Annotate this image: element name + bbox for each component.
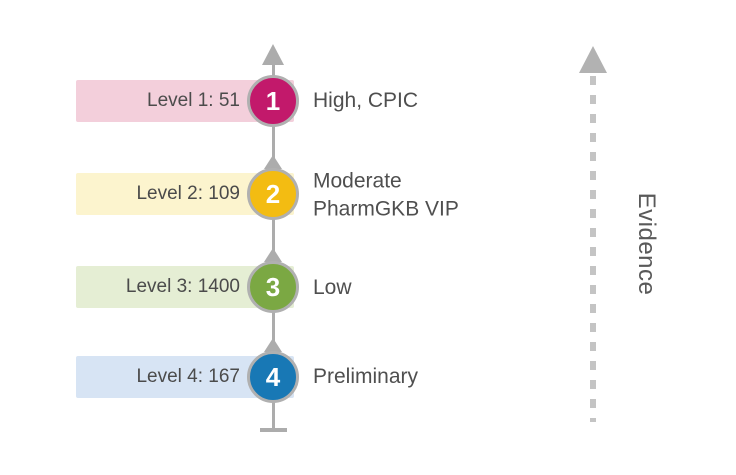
level-2-circle: 2 (247, 168, 299, 220)
level-1-description: High, CPIC (313, 89, 419, 113)
level-1-circle: 1 (247, 75, 299, 127)
level-3-description: Low (313, 276, 352, 300)
level-2-number: 2 (265, 179, 281, 209)
level-3-circle: 3 (247, 261, 299, 313)
level-1-number: 1 (265, 86, 281, 116)
timeline-axis (272, 58, 275, 430)
node-up-arrow-icon (264, 155, 282, 169)
evidence-axis-label: Evidence (633, 192, 660, 296)
node-up-arrow-icon (264, 248, 282, 262)
level-3-number: 3 (265, 272, 281, 302)
dashed-up-arrow-icon (579, 46, 607, 73)
level-2-description: Moderate PharmGKB VIP (313, 169, 459, 220)
up-arrow-icon (262, 44, 284, 65)
evidence-axis-dashed-line (590, 76, 596, 422)
level-3-count-label: Level 3: 1400 (125, 276, 240, 297)
level-2-count-label: Level 2: 109 (136, 183, 240, 204)
axis-end-cap (260, 428, 287, 432)
level-1-count-label: Level 1: 51 (147, 90, 240, 111)
level-4-number: 4 (265, 362, 281, 392)
level-4-count-label: Level 4: 167 (136, 366, 240, 387)
level-4-description: Preliminary (313, 365, 419, 389)
level-4-circle: 4 (247, 351, 299, 403)
node-up-arrow-icon (264, 338, 282, 352)
